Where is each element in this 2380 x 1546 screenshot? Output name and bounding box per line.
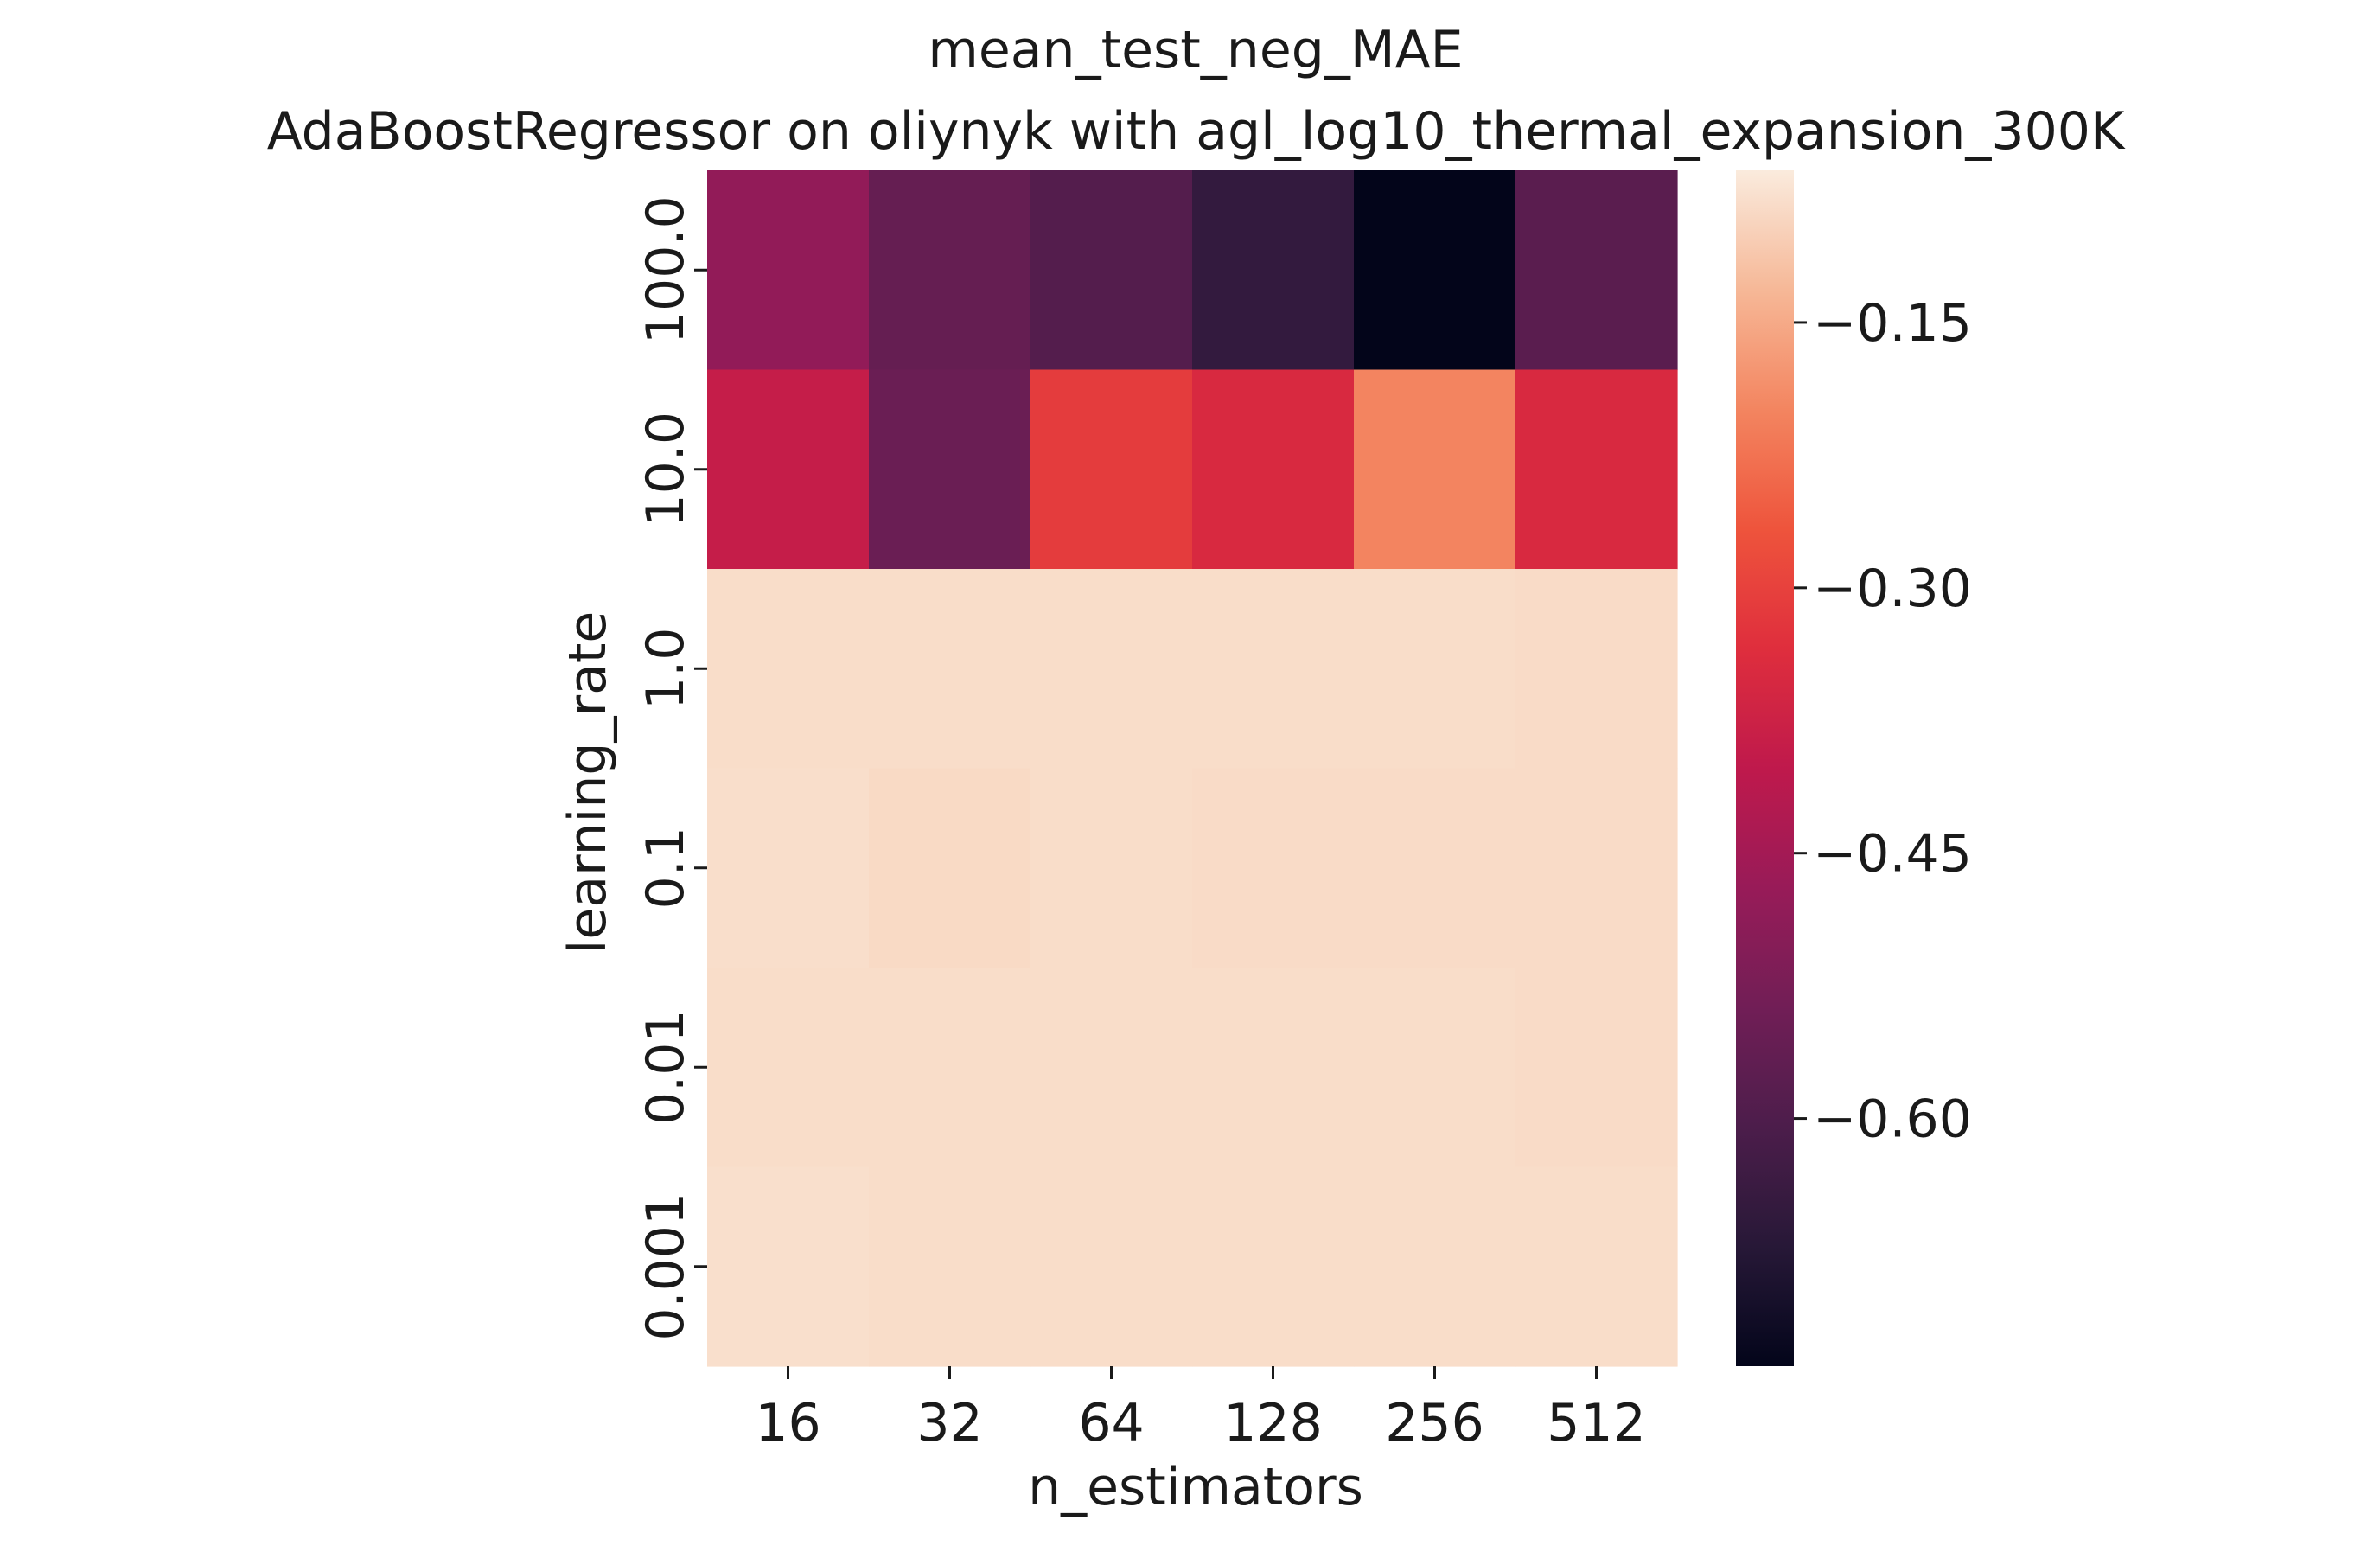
y-axis-label: learning_rate	[558, 611, 618, 955]
heatmap-cell	[1030, 968, 1193, 1168]
y-tick-label: 0.1	[635, 827, 696, 909]
chart-subtitle: AdaBoostRegressor on oliynyk with agl_lo…	[267, 101, 2126, 162]
colorbar	[1736, 170, 1794, 1366]
heatmap-cell	[707, 1166, 870, 1367]
heatmap-cell	[869, 569, 1031, 770]
x-tick-label: 128	[1223, 1393, 1323, 1453]
heatmap-cell	[707, 768, 870, 968]
heatmap-cell	[869, 170, 1031, 371]
y-tick-label: 100.0	[635, 195, 696, 344]
heatmap-cell	[1192, 369, 1355, 570]
heatmap-cell	[1354, 569, 1516, 770]
x-tick-label: 64	[1078, 1393, 1144, 1453]
heatmap-cell	[1354, 968, 1516, 1168]
colorbar-tick-label: −0.30	[1813, 559, 1972, 619]
x-axis-label: n_estimators	[1028, 1457, 1363, 1517]
heatmap-cell	[1192, 968, 1355, 1168]
heatmap-cell	[1192, 569, 1355, 770]
heatmap-cell	[1354, 369, 1516, 570]
heatmap-cell	[1030, 569, 1193, 770]
heatmap-cell	[1192, 768, 1355, 968]
x-tick-label: 256	[1385, 1393, 1484, 1453]
chart-title: mean_test_neg_MAE	[928, 20, 1463, 80]
y-tick-label: 1.0	[635, 628, 696, 710]
x-tick-label: 512	[1547, 1393, 1646, 1453]
colorbar-tick-label: −0.15	[1813, 293, 1972, 354]
heatmap-cell	[1030, 768, 1193, 968]
heatmap-cell	[1515, 768, 1678, 968]
y-axis-ticks: 100.0 10.0 1.0 0.1 0.01 0.001	[635, 195, 707, 1341]
heatmap-cell	[1515, 369, 1678, 570]
heatmap-cell	[1030, 1166, 1193, 1367]
heatmap-cell	[869, 1166, 1031, 1367]
heatmap-cell	[1192, 170, 1355, 371]
heatmap-cells	[707, 170, 1678, 1367]
x-tick-label: 32	[916, 1393, 982, 1453]
colorbar-tick-label: −0.45	[1813, 824, 1972, 885]
heatmap-cell	[1354, 768, 1516, 968]
heatmap-cell	[1354, 1166, 1516, 1367]
heatmap-cell	[869, 369, 1031, 570]
heatmap-cell	[1354, 170, 1516, 371]
heatmap-cell	[707, 569, 870, 770]
y-tick-label: 0.001	[635, 1192, 696, 1341]
y-tick-label: 0.01	[635, 1009, 696, 1125]
colorbar-ticks: −0.15 −0.30 −0.45 −0.60	[1794, 293, 1972, 1150]
heatmap-cell	[707, 369, 870, 570]
y-tick-label: 10.0	[635, 412, 696, 527]
heatmap-cell	[869, 968, 1031, 1168]
heatmap-cell	[1515, 170, 1678, 371]
heatmap-cell	[1515, 968, 1678, 1168]
heatmap-cell	[1030, 369, 1193, 570]
heatmap-cell	[869, 768, 1031, 968]
colorbar-tick-label: −0.60	[1813, 1089, 1972, 1150]
heatmap-cell	[1515, 569, 1678, 770]
heatmap-cell	[707, 968, 870, 1168]
x-axis-ticks: 16 32 64 128 256 512	[755, 1366, 1646, 1453]
heatmap-cell	[707, 170, 870, 371]
heatmap-cell	[1192, 1166, 1355, 1367]
heatmap-cell	[1515, 1166, 1678, 1367]
heatmap-cell	[1030, 170, 1193, 371]
x-tick-label: 16	[755, 1393, 820, 1453]
